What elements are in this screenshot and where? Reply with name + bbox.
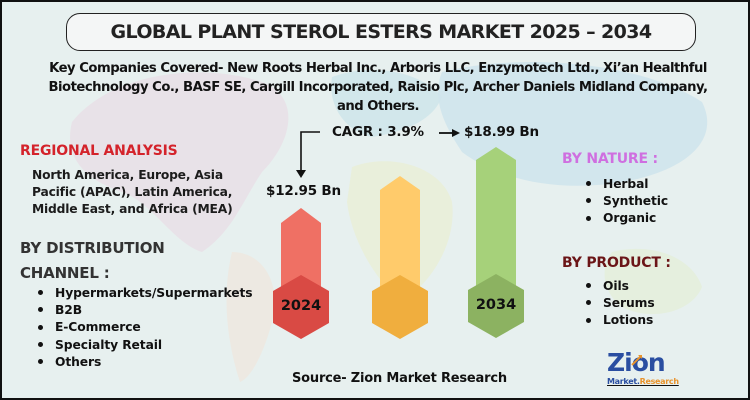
hexagon-2024 bbox=[273, 275, 329, 339]
list-item-label: Others bbox=[55, 354, 102, 369]
bar-2034 bbox=[476, 147, 516, 302]
bullet-icon bbox=[38, 290, 43, 296]
zion-logo: Zion Market.Research bbox=[607, 348, 685, 392]
bullet-icon bbox=[586, 300, 591, 306]
list-item-label: Specialty Retail bbox=[55, 337, 163, 352]
distribution-heading-line-1: BY DISTRIBUTION bbox=[20, 239, 165, 257]
list-item: Serums bbox=[586, 294, 655, 311]
list-item-label: B2B bbox=[55, 302, 83, 317]
distribution-channel-list: Hypermarkets/Supermarkets B2B E-Commerce… bbox=[38, 284, 253, 370]
list-item: Synthetic bbox=[586, 192, 668, 209]
cagr-label: CAGR : 3.9% bbox=[332, 124, 424, 140]
list-item: Oils bbox=[586, 277, 655, 294]
bullet-icon bbox=[586, 215, 591, 221]
cagr-right-arrow-icon bbox=[439, 129, 460, 137]
logo-wordmark: Zion bbox=[607, 348, 666, 377]
year-2024-label: 2024 bbox=[280, 298, 322, 314]
list-item: E-Commerce bbox=[38, 319, 252, 336]
bar-middle bbox=[380, 176, 420, 302]
list-item: Others bbox=[38, 353, 252, 370]
distribution-channel-heading: BY DISTRIBUTION CHANNEL : bbox=[20, 236, 165, 286]
list-item: Herbal bbox=[586, 175, 668, 192]
logo-subtitle: Market.Research bbox=[607, 377, 679, 386]
source-credit: Source- Zion Market Research bbox=[292, 371, 507, 386]
regional-analysis-heading: REGIONAL ANALYSIS bbox=[20, 143, 178, 159]
bullet-icon bbox=[38, 324, 43, 330]
bullet-icon bbox=[586, 283, 591, 289]
by-nature-heading: BY NATURE : bbox=[562, 151, 658, 167]
logo-growth-arrow-icon bbox=[631, 355, 642, 366]
list-item-label: E-Commerce bbox=[55, 320, 141, 335]
list-item-label: Hypermarkets/Supermarkets bbox=[55, 285, 253, 300]
bullet-icon bbox=[586, 198, 591, 204]
by-nature-list: Herbal Synthetic Organic bbox=[586, 175, 668, 227]
distribution-heading-line-2: CHANNEL : bbox=[20, 264, 110, 282]
list-item: Hypermarkets/Supermarkets bbox=[38, 284, 253, 301]
regional-line-1: North America, Europe, Asia bbox=[32, 168, 223, 182]
year-2034-label: 2034 bbox=[475, 297, 517, 313]
bar-2024 bbox=[281, 208, 321, 302]
companies-line-2: Biotechnology Co., BASF SE, Cargill Inco… bbox=[48, 80, 708, 95]
title-banner: GLOBAL PLANT STEROL ESTERS MARKET 2025 –… bbox=[66, 13, 696, 51]
page-title: GLOBAL PLANT STEROL ESTERS MARKET 2025 –… bbox=[110, 21, 653, 43]
bullet-icon bbox=[586, 317, 591, 323]
bullet-icon bbox=[38, 342, 43, 348]
companies-line-3: and Others. bbox=[336, 99, 420, 114]
list-item-label: Herbal bbox=[603, 176, 649, 191]
list-item: Specialty Retail bbox=[38, 336, 252, 353]
companies-line-1: Key Companies Covered- New Roots Herbal … bbox=[49, 61, 707, 76]
list-item-label: Synthetic bbox=[603, 193, 669, 208]
key-companies: Key Companies Covered- New Roots Herbal … bbox=[22, 59, 734, 116]
list-item-label: Oils bbox=[603, 278, 629, 293]
logo-sub-market: Market. bbox=[607, 377, 640, 386]
logo-sub-research: Research bbox=[639, 377, 679, 386]
hexagon-2034 bbox=[468, 274, 524, 338]
list-item: B2B bbox=[38, 301, 252, 318]
by-product-heading: BY PRODUCT : bbox=[562, 255, 671, 271]
list-item-label: Lotions bbox=[603, 313, 654, 328]
bullet-icon bbox=[38, 307, 43, 313]
cagr-down-arrow-icon bbox=[296, 131, 320, 178]
list-item: Organic bbox=[586, 210, 668, 227]
bullet-icon bbox=[586, 181, 591, 187]
list-item: Lotions bbox=[586, 312, 655, 329]
regional-analysis-text: North America, Europe, Asia Pacific (APA… bbox=[32, 167, 262, 218]
regional-line-2: Pacific (APAC), Latin America, bbox=[32, 185, 233, 199]
end-value-label: $18.99 Bn bbox=[464, 124, 539, 140]
start-value-label: $12.95 Bn bbox=[266, 183, 341, 199]
bullet-icon bbox=[38, 359, 43, 365]
regional-line-3: Middle East, and Africa (MEA) bbox=[32, 202, 233, 216]
by-product-list: Oils Serums Lotions bbox=[586, 277, 655, 329]
list-item-label: Organic bbox=[603, 211, 657, 226]
hexagon-middle bbox=[372, 275, 428, 339]
list-item-label: Serums bbox=[603, 295, 655, 310]
